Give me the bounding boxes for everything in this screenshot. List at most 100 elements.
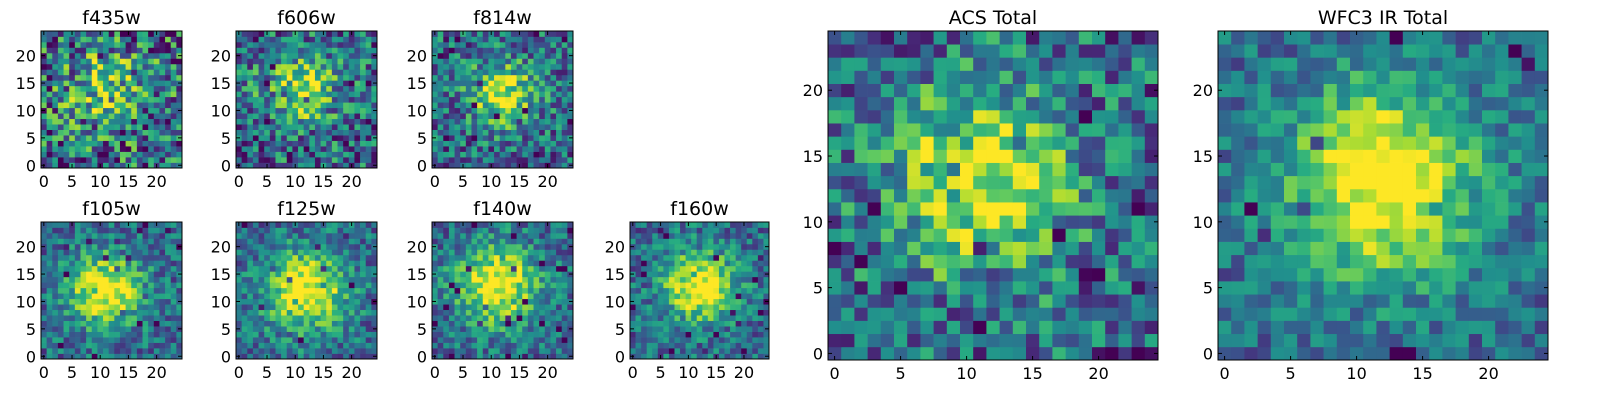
heatmap-cell [735,331,742,338]
heatmap-cell [80,47,87,54]
heatmap-cell [281,265,288,272]
heatmap-cell [527,348,534,354]
heatmap-cell [80,276,87,283]
heatmap-cell [724,326,731,332]
heatmap-cell [275,146,282,152]
heatmap-cell [114,353,121,360]
heatmap-cell [443,271,450,278]
heatmap-cell [494,287,501,294]
heatmap-cell [103,254,110,261]
heatmap-cell [454,91,461,98]
heatmap-cell [63,129,70,136]
heatmap-cell [86,315,93,321]
heatmap-cell [646,243,653,250]
heatmap-cell [275,124,282,130]
heatmap-cell [165,63,172,70]
heatmap-cell [281,271,288,278]
heatmap-cell [443,320,450,327]
heatmap-cell [752,326,759,332]
heatmap-cell [371,58,378,65]
heatmap-cell [646,326,653,332]
heatmap-cell [269,254,276,261]
heatmap-cell [275,271,282,278]
heatmap-cell [114,52,121,59]
heatmap-cell [331,271,338,278]
heatmap-cell [142,58,149,65]
heatmap-cell [663,243,670,250]
heatmap-cell [371,287,378,294]
heatmap-cell [275,91,282,98]
heatmap-cell [533,304,540,311]
heatmap-cell [57,107,64,114]
heatmap-cell [241,118,248,125]
heatmap-cell [119,222,126,228]
heatmap-cell [668,243,675,250]
heatmap-cell [365,342,372,349]
heatmap-cell [663,265,670,272]
heatmap-cell [264,47,271,54]
heatmap-cell [561,102,568,109]
heatmap-cell [80,249,87,256]
heatmap-cell [292,227,299,234]
heatmap-cell [635,315,642,321]
heatmap-cell [510,265,517,272]
heatmap-cell [630,249,636,256]
heatmap-cell [1012,175,1027,190]
heatmap-cell [567,63,574,70]
heatmap-cell [437,47,444,54]
heatmap-cell [510,69,517,76]
heatmap-cell [1012,228,1027,242]
heatmap-cell [522,238,529,245]
heatmap-cell [946,202,961,216]
heatmap-cell [533,162,540,169]
heatmap-cell [360,276,367,283]
heatmap-cell [331,69,338,76]
heatmap-cell [298,151,305,158]
heatmap-cell [505,265,512,272]
heatmap-cell [326,309,333,316]
heatmap-cell [292,293,299,300]
heatmap-cell [630,287,636,294]
heatmap-cell [460,63,467,70]
x-tick-label: 15 [118,172,138,191]
heatmap-cell [365,315,372,321]
heatmap-cell [41,282,47,289]
heatmap-cell [331,107,338,114]
heatmap-cell [718,238,725,245]
heatmap-cell [1144,307,1159,321]
heatmap-cell [125,146,132,152]
heatmap-cell [1012,294,1027,308]
heatmap-cell [443,348,450,354]
heatmap-cell [247,69,254,76]
heatmap-cell [550,107,557,114]
heatmap-cell [286,271,293,278]
heatmap-cell [63,326,70,332]
heatmap-cell [718,309,725,316]
heatmap-cell [63,243,70,250]
heatmap-cell [46,254,53,261]
heatmap-cell [165,271,172,278]
heatmap-cell [91,271,98,278]
heatmap-cell [281,80,288,87]
heatmap-cell [74,162,81,169]
heatmap-cell [360,337,367,343]
heatmap-cell [482,331,489,338]
heatmap-cell [527,227,534,234]
heatmap-cell [443,146,450,152]
heatmap-cell [41,102,47,109]
heatmap-cell [114,342,121,349]
heatmap-cell [303,63,310,70]
heatmap-cell [170,157,177,163]
heatmap-cell [57,47,64,54]
heatmap-cell [505,52,512,59]
heatmap-cell [136,162,143,169]
heatmap-cell [635,243,642,250]
heatmap-cell [343,129,350,136]
heatmap-cell [80,151,87,158]
heatmap-cell [448,298,455,305]
heatmap-cell [314,348,321,354]
heatmap-cell [702,260,709,267]
heatmap-cell [448,124,455,130]
heatmap-cell [561,80,568,87]
heatmap-cell [718,287,725,294]
